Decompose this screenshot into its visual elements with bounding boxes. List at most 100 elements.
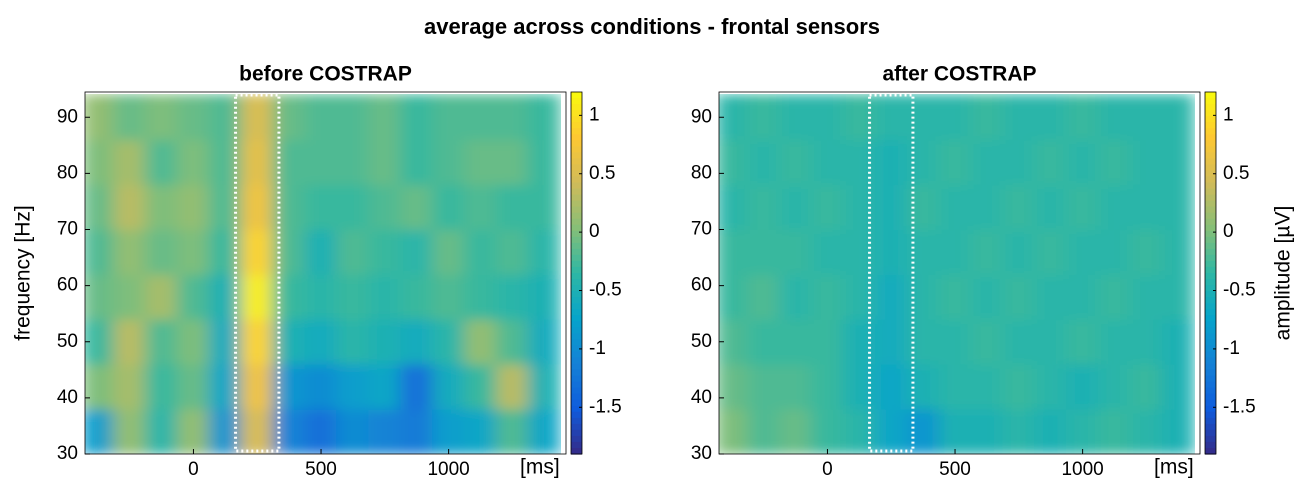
heatmap-cell (368, 139, 402, 186)
colorbar-swatch (571, 122, 582, 129)
heatmap-cell (1002, 139, 1036, 186)
heatmap-cell (113, 318, 147, 365)
colorbar-swatch (571, 110, 582, 117)
heatmap-cell (464, 408, 497, 454)
heatmap-cell (432, 408, 466, 454)
colorbar-swatch (1205, 327, 1216, 334)
axes-box (718, 91, 1201, 455)
heatmap-cell (464, 94, 497, 141)
colorbar-swatch (1205, 206, 1216, 214)
colorbar-swatch (571, 375, 582, 383)
heatmap-cell (1066, 273, 1100, 320)
heatmap-cell (970, 139, 1004, 186)
heatmap-cell (240, 139, 274, 186)
heatmap-cell (1161, 229, 1195, 275)
heatmap-cell (495, 318, 529, 365)
heatmap-cell (240, 184, 274, 231)
y-tick-label: 30 (57, 443, 78, 464)
colorbar-swatch (1205, 98, 1216, 105)
heatmap-cell (1034, 139, 1068, 186)
colorbar-swatch (1205, 242, 1216, 250)
colorbar-swatch (1205, 200, 1216, 208)
colorbar-box (570, 91, 583, 455)
colorbar-swatch (571, 309, 582, 316)
colorbar-swatch (1205, 188, 1216, 196)
colorbar-swatch (1205, 116, 1216, 123)
heatmap-cell (1161, 408, 1195, 454)
heatmap-cell (527, 229, 561, 275)
heatmap-cell (400, 94, 434, 141)
heatmap-cell (495, 94, 529, 141)
heatmap-cells (85, 94, 561, 454)
heatmap-cell (1129, 94, 1163, 141)
heatmap-cell (970, 94, 1004, 141)
heatmap-cell (464, 273, 497, 320)
heatmap-cell (719, 184, 749, 231)
heatmap-cell (177, 184, 210, 231)
heatmap-cell (336, 184, 370, 231)
colorbar-swatch (1205, 152, 1216, 159)
heatmap-cell (85, 363, 115, 410)
colorbar-swatch (571, 339, 582, 346)
colorbar-swatch (1205, 194, 1216, 202)
heatmap-cell (1098, 184, 1131, 231)
colorbar-swatch (1205, 399, 1216, 407)
heatmap-cell (1002, 94, 1036, 141)
y-tick-label: 50 (691, 331, 712, 352)
x-tick-label: 0 (822, 459, 833, 480)
heatmap-cell (495, 139, 529, 186)
colorbar-swatch (571, 405, 582, 413)
colorbar-swatch (571, 315, 582, 322)
heatmap-cell (1066, 318, 1100, 365)
colorbar-tick-label: -1.5 (589, 396, 622, 417)
heatmap-cell (1066, 139, 1100, 186)
colorbar-swatch (571, 266, 582, 274)
heatmap-cell (432, 229, 466, 275)
heatmap-cell (779, 273, 812, 320)
heatmap-cell (464, 139, 497, 186)
colorbar-swatch (1205, 218, 1216, 226)
colorbar-swatch (571, 254, 582, 262)
colorbar-swatch (1205, 375, 1216, 383)
y-tick-label: 90 (57, 106, 78, 127)
heatmap-cell (368, 408, 402, 454)
heatmap-cell (747, 229, 781, 275)
chart-panel: 0 500 1000 30 40 50 60 70 80 90 [ms] after COSTRAP -… (691, 63, 1295, 480)
heatmap-cell (874, 139, 908, 186)
x-axis-label: [ms] (520, 456, 560, 479)
plot-area (85, 94, 561, 454)
colorbar-swatch (571, 146, 582, 153)
y-tick-label: 40 (57, 387, 78, 408)
heatmap-cell (177, 408, 210, 454)
colorbar-swatch (1205, 369, 1216, 377)
heatmap-cell (1129, 229, 1163, 275)
colorbar-swatch (1205, 411, 1216, 419)
heatmap-cell (811, 94, 844, 141)
colorbar-swatch (571, 387, 582, 395)
heatmap-cell (1161, 273, 1195, 320)
heatmap-cell (145, 318, 178, 365)
y-tick-label: 70 (691, 219, 712, 240)
heatmap-cell (432, 318, 466, 365)
heatmap-cell (177, 229, 210, 275)
heatmap-cell (240, 408, 274, 454)
colorbar-swatch (1205, 321, 1216, 328)
y-tick-label: 50 (57, 331, 78, 352)
heatmap-cell (1002, 184, 1036, 231)
colorbar-swatch (571, 158, 582, 165)
colorbar-swatch (571, 176, 582, 184)
colorbar-swatch (1205, 285, 1216, 292)
heatmap-cell (747, 318, 781, 365)
heatmap-cell (1002, 273, 1036, 320)
heatmap-cell (177, 139, 210, 186)
heatmap-cell (368, 184, 402, 231)
heatmap-cell (874, 229, 908, 275)
heatmap-cell (368, 94, 402, 141)
heatmap-cell (938, 229, 972, 275)
heatmap-cell (113, 94, 147, 141)
heatmap-cell (1161, 94, 1195, 141)
y-tick-label: 80 (57, 162, 78, 183)
heatmap-cell (1098, 408, 1131, 454)
heatmap-cell (145, 139, 178, 186)
heatmap-cell (85, 273, 115, 320)
